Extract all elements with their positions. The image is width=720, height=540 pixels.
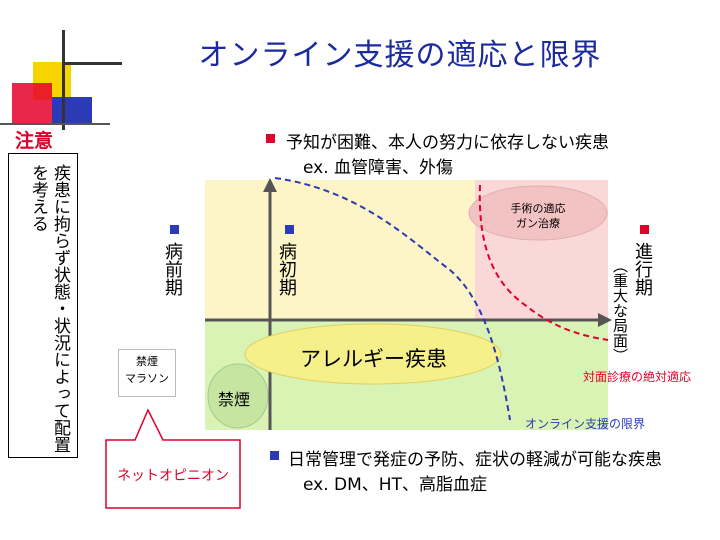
net-opinion-label: ネットオピニオン [117, 468, 229, 484]
stage-pre-label: 病前期 [162, 242, 183, 296]
bottom-bullet-line1: 日常管理で発症の予防、症状の軽減が可能な疾患 [288, 450, 662, 470]
bottom-bullet-marker [270, 451, 279, 460]
face-to-face-curve [478, 184, 609, 341]
smoking-marathon-line1: 禁煙 [136, 355, 158, 368]
page-title: オンライン支援の適応と限界 [198, 38, 602, 73]
surgery-label-line2: ガン治療 [516, 217, 560, 230]
smoking-ellipse [207, 363, 269, 429]
caution-heading: 注意 [15, 130, 54, 152]
stage-marker-pre [170, 225, 179, 234]
allergy-ellipse [244, 323, 502, 385]
smoking-marathon-line2: マラソン [125, 372, 169, 385]
stage-marker-advanced [640, 225, 649, 234]
face-to-face-limit-label: 対面診療の絶対適応 [583, 370, 692, 384]
net-opinion-callout-shape [105, 408, 241, 509]
surgery-ellipse [468, 185, 608, 241]
caution-note: 疾患に拘らず状態・状況によって配置を考える [28, 164, 70, 453]
stage-advanced-label: 進行期 [632, 242, 653, 296]
surgery-label-line1: 手術の適応 [510, 202, 566, 215]
stage-early-label: 病初期 [276, 242, 297, 296]
online-limit-curve [274, 177, 511, 421]
stage-advanced-sub: （重大な局面） [611, 258, 629, 363]
top-bullet-line1: 予知が困難、本人の努力に依存しない疾患 [286, 133, 609, 153]
caution-note-box: 疾患に拘らず状態・状況によって配置を考える [8, 153, 78, 458]
zone-early [205, 180, 475, 320]
top-bullet-line2: ex. 血管障害、外傷 [303, 158, 454, 178]
logo-decoration [0, 0, 122, 135]
smoking-marathon-box [118, 349, 176, 397]
smoking-label: 禁煙 [218, 390, 251, 409]
allergy-label: アレルギー疾患 [300, 347, 447, 371]
vertical-axis-arrow [263, 178, 277, 192]
horizontal-axis-arrow [598, 313, 612, 327]
online-limit-label: オンライン支援の限界 [525, 417, 646, 431]
bottom-bullet-line2: ex. DM、HT、高脂血症 [303, 475, 487, 495]
top-bullet-marker [266, 134, 275, 143]
stage-marker-early [285, 225, 294, 234]
